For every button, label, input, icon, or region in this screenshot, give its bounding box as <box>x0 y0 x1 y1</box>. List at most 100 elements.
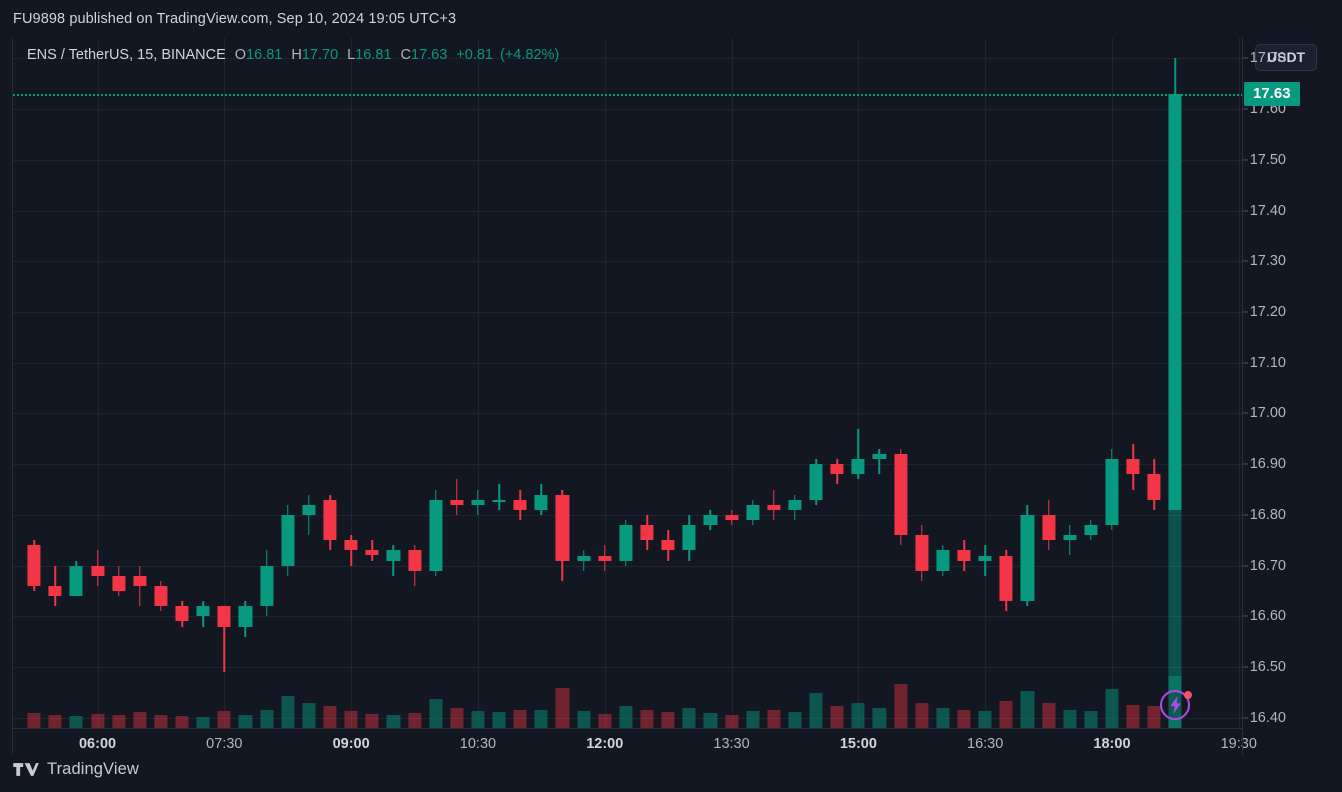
volume-bar <box>936 707 950 728</box>
chart-plot-area[interactable] <box>13 38 1243 728</box>
volume-bar <box>640 709 654 728</box>
volume-bar <box>217 711 231 728</box>
time-tick-label: 16:30 <box>967 736 1004 752</box>
candlestick <box>112 575 126 591</box>
time-axis[interactable]: 06:00 07:30 09:00 10:30 12:00 13:30 15:00 16:30… <box>13 728 1257 756</box>
candlestick <box>978 555 992 561</box>
candlestick <box>1126 459 1140 475</box>
time-tick-label: 13:30 <box>713 736 750 752</box>
candlestick <box>492 499 506 502</box>
time-tick-label: 07:30 <box>206 736 243 752</box>
volume-bar <box>682 707 696 728</box>
gridline-horizontal <box>13 58 1243 60</box>
candlestick <box>788 499 802 510</box>
tradingview-footer: TradingView <box>13 760 139 779</box>
candlestick <box>1084 525 1098 536</box>
price-axis[interactable]: USDT 17.70 17.60 17.50 17.40 17.30 17.20 17.10… <box>1242 38 1330 755</box>
candle-wick <box>371 540 374 561</box>
candlestick <box>830 464 844 475</box>
candle-wick <box>308 494 310 536</box>
gridline-vertical <box>858 38 859 728</box>
volume-bar <box>1126 704 1140 728</box>
current-price-badge[interactable]: 17.63 <box>1244 81 1300 106</box>
volume-bar <box>746 711 760 728</box>
candle-wick <box>878 448 881 475</box>
gridline-horizontal <box>13 210 1243 212</box>
candlestick <box>365 550 379 556</box>
volume-bar <box>661 712 675 728</box>
candlestick <box>725 514 739 520</box>
legend-symbol: ENS / TetherUS, 15, BINANCE <box>27 47 226 63</box>
candle-wick <box>582 550 585 571</box>
legend-low-label: L <box>347 47 356 63</box>
volume-bar <box>915 702 929 728</box>
symbol-legend[interactable]: ENS / TetherUS, 15, BINANCE O 16.81 H 17… <box>27 47 559 63</box>
candlestick <box>48 585 62 597</box>
volume-bar <box>978 711 992 728</box>
volume-bar <box>154 714 168 728</box>
candle-wick <box>857 428 860 480</box>
publish-text: FU9898 published on TradingView.com, Sep… <box>13 11 457 27</box>
candlestick <box>1168 93 1182 510</box>
candlestick <box>281 514 295 566</box>
gridline-vertical <box>478 38 479 728</box>
candlestick <box>1147 474 1161 500</box>
candlestick <box>1105 459 1119 526</box>
price-tick-dash <box>1243 108 1248 110</box>
candlestick <box>344 540 358 551</box>
volume-bar <box>725 714 739 728</box>
volume-bar <box>999 701 1013 728</box>
alert-flash-badge[interactable] <box>1160 690 1193 722</box>
volume-bar <box>894 684 908 728</box>
legend-change-percent: (+4.82%) <box>500 47 560 63</box>
candlestick <box>936 550 950 571</box>
price-tick-dash <box>1243 210 1248 211</box>
volume-bar <box>577 711 591 728</box>
price-tick-label: 17.00 <box>1249 405 1286 422</box>
candlestick <box>196 606 210 617</box>
gridline-horizontal <box>13 464 1243 466</box>
chart-frame: 06:00 07:30 09:00 10:30 12:00 13:30 15:00 16:30… <box>12 38 1330 755</box>
price-tick-label: 17.70 <box>1249 50 1286 67</box>
candlestick <box>999 555 1013 602</box>
candle-wick <box>139 565 141 607</box>
volume-bar <box>133 712 147 728</box>
volume-bar <box>619 706 633 728</box>
volume-bar <box>555 687 570 728</box>
time-tick-label: 06:00 <box>78 736 117 752</box>
volume-bar <box>767 709 781 728</box>
volume-bar <box>1147 706 1161 728</box>
price-tick-dash <box>1243 311 1248 313</box>
gridline-vertical <box>98 38 99 728</box>
legend-close-label: C <box>400 47 411 63</box>
candlestick <box>175 606 189 622</box>
currency-unit-badge[interactable]: USDT <box>1255 44 1318 71</box>
volume-bar <box>302 702 316 728</box>
gridline-horizontal <box>13 261 1243 263</box>
legend-high-label: H <box>291 47 302 63</box>
time-tick-label: 12:00 <box>586 736 624 752</box>
volume-bar <box>344 711 358 728</box>
volume-bar <box>1063 709 1077 728</box>
gridline-horizontal <box>13 717 1243 719</box>
gridline-horizontal <box>13 616 1243 618</box>
candlestick <box>386 550 400 561</box>
price-tick-dash <box>1243 463 1248 465</box>
current-price-line <box>13 93 1243 96</box>
volume-bar <box>1084 711 1098 728</box>
price-tick-label: 16.50 <box>1249 659 1286 676</box>
price-tick-label: 17.10 <box>1249 354 1286 371</box>
candle-wick <box>1068 525 1071 556</box>
volume-bar <box>429 699 443 728</box>
candlestick <box>302 504 316 515</box>
volume-bar <box>27 712 41 728</box>
tradingview-wordmark: TradingView <box>47 760 139 778</box>
time-tick-label: 19:30 <box>1220 736 1257 752</box>
candlestick <box>619 525 633 561</box>
volume-bar <box>48 714 62 728</box>
legend-open-label: O <box>234 47 247 63</box>
volume-bar <box>407 712 422 728</box>
price-tick-dash <box>1243 362 1248 364</box>
candlestick <box>809 464 823 500</box>
legend-low-value: 16.81 <box>355 47 392 63</box>
